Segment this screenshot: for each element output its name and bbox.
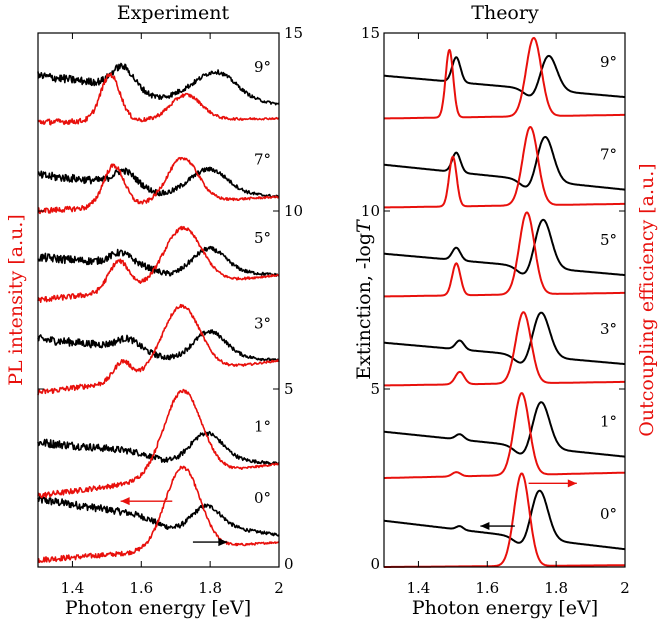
theory-x-axis-label: Photon energy [eV] xyxy=(412,597,598,619)
series-black-2 xyxy=(37,329,280,363)
red-arrow-head xyxy=(120,497,130,506)
angle-label-2: 3° xyxy=(254,314,271,332)
angle-label-5: 9° xyxy=(254,58,271,76)
series-red-2 xyxy=(37,303,280,396)
series-red-5 xyxy=(37,72,280,126)
y-tick-label-2: 10 xyxy=(284,202,303,220)
x-tick-label-2: 1.8 xyxy=(198,579,222,597)
experiment-panel: Experiment 1.4 1.6 1.8 2 0 5 10 15 0° 1° 3° 5° 7° 9… xyxy=(5,2,303,619)
experiment-x-ticks: 1.4 1.6 1.8 2 xyxy=(60,33,284,597)
series-black-0 xyxy=(383,489,626,551)
angle-label-2: 3° xyxy=(600,320,617,338)
series-red-0 xyxy=(383,472,626,568)
angle-label-3: 5° xyxy=(600,231,617,249)
experiment-arrows xyxy=(120,497,228,547)
angle-label-0: 0° xyxy=(600,505,617,523)
y-tick-label-0: 0 xyxy=(284,555,294,573)
experiment-title: Experiment xyxy=(117,2,230,24)
series-red-0 xyxy=(37,465,280,564)
x-tick-label-2: 1.8 xyxy=(544,579,568,597)
theory-arrows xyxy=(480,479,577,531)
experiment-angle-labels: 0° 1° 3° 5° 7° 9° xyxy=(254,58,271,507)
theory-y-axis-label: Extinction, -logT xyxy=(353,219,375,380)
x-tick-label-0: 1.4 xyxy=(406,579,430,597)
angle-label-1: 1° xyxy=(600,412,617,430)
x-tick-label-3: 2 xyxy=(274,579,284,597)
angle-label-5: 9° xyxy=(600,53,617,71)
angle-label-4: 7° xyxy=(254,151,271,169)
series-black-0 xyxy=(37,494,280,537)
y-tick-label-3: 15 xyxy=(361,24,380,42)
theory-axes-box xyxy=(383,32,626,568)
series-black-5 xyxy=(383,54,626,99)
theory-y-axis-label-text: Extinction, -log xyxy=(353,233,375,380)
theory-panel: Theory 1.4 1.6 1.8 2 0 5 10 15 0° 1° 3° 5° 7° 9° Ph… xyxy=(353,2,658,619)
theory-right-y-axis-label: Outcoupling efficiency [a.u.] xyxy=(636,163,658,436)
angle-label-0: 0° xyxy=(254,489,271,507)
series-red-5 xyxy=(383,36,626,120)
experiment-axes-box xyxy=(37,32,280,568)
y-tick-label-1: 5 xyxy=(284,380,294,398)
x-tick-label-1: 1.6 xyxy=(475,579,499,597)
theory-x-ticks: 1.4 1.6 1.8 2 xyxy=(406,33,630,597)
experiment-y-axis-label: PL intensity [a.u.] xyxy=(5,214,27,386)
angle-label-3: 5° xyxy=(254,229,271,247)
black-arrow-head xyxy=(480,522,490,531)
theory-plot-area xyxy=(383,36,626,568)
series-black-1 xyxy=(37,430,280,465)
experiment-x-axis-label: Photon energy [eV] xyxy=(65,597,251,619)
theory-left-y-ticks: 0 5 10 15 xyxy=(361,24,625,573)
series-black-3 xyxy=(37,245,280,277)
theory-angle-labels: 0° 1° 3° 5° 7° 9° xyxy=(600,53,617,523)
series-red-2 xyxy=(383,311,626,387)
series-red-1 xyxy=(383,392,626,479)
x-tick-label-1: 1.6 xyxy=(129,579,153,597)
angle-label-1: 1° xyxy=(254,418,271,436)
series-red-4 xyxy=(37,156,280,215)
series-red-3 xyxy=(383,211,626,298)
theory-title: Theory xyxy=(471,2,539,24)
red-arrow-head xyxy=(567,479,577,488)
y-tick-label-1: 5 xyxy=(370,380,380,398)
series-black-3 xyxy=(383,218,626,277)
black-arrow-head xyxy=(218,538,228,547)
experiment-right-y-ticks: 0 5 10 15 xyxy=(38,24,303,573)
series-black-2 xyxy=(383,311,626,366)
y-tick-label-2: 10 xyxy=(361,202,380,220)
x-tick-label-0: 1.4 xyxy=(60,579,84,597)
series-black-1 xyxy=(383,401,626,458)
series-red-4 xyxy=(383,126,626,209)
angle-label-4: 7° xyxy=(600,145,617,163)
experiment-plot-area xyxy=(37,62,280,564)
series-black-4 xyxy=(383,135,626,191)
series-black-5 xyxy=(37,62,280,106)
series-black-4 xyxy=(37,166,280,199)
y-tick-label-0: 0 xyxy=(370,555,380,573)
y-tick-label-3: 15 xyxy=(284,24,303,42)
series-red-1 xyxy=(37,388,280,499)
theory-y-axis-label-italic: T xyxy=(353,219,375,233)
series-red-3 xyxy=(37,225,280,303)
x-tick-label-3: 2 xyxy=(620,579,630,597)
